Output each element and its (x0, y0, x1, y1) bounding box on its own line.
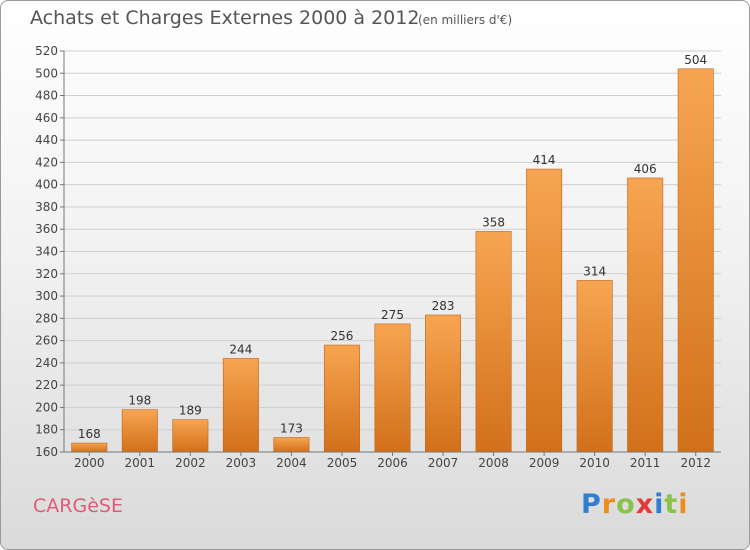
bar-2009 (526, 168, 563, 453)
bar-2008 (475, 231, 512, 453)
bar-value-label: 275 (381, 308, 404, 322)
bar-value-label: 198 (128, 394, 151, 408)
bar-value-label: 189 (179, 404, 202, 418)
bar-2000 (71, 442, 108, 453)
y-tick-label: 480 (35, 89, 58, 103)
x-tick-label: 2000 (74, 456, 105, 470)
x-tick-label: 2003 (226, 456, 257, 470)
y-tick-label: 160 (35, 445, 58, 459)
x-tick-label: 2002 (175, 456, 206, 470)
y-tick-label: 260 (35, 334, 58, 348)
bar-value-label: 314 (583, 264, 606, 278)
x-tick-label: 2008 (478, 456, 509, 470)
y-tick-label: 420 (35, 155, 58, 169)
y-tick-label: 380 (35, 200, 58, 214)
bars-group: 168 198 189 244 173 256 275 283 358 414 314 406 504 (71, 53, 714, 453)
y-tick-label: 520 (35, 44, 58, 58)
y-tick-label: 300 (35, 289, 58, 303)
x-tick-label: 2004 (276, 456, 307, 470)
bar-value-label: 168 (78, 427, 101, 441)
y-tick-label: 460 (35, 111, 58, 125)
bar-value-label: 256 (331, 329, 354, 343)
bar-value-label: 244 (229, 342, 252, 356)
bar-2001 (121, 409, 158, 453)
bar-2002 (172, 419, 209, 453)
chart-title: Achats et Charges Externes 2000 à 2012 (30, 7, 420, 29)
y-tick-label: 360 (35, 222, 58, 236)
bar-value-label: 414 (533, 153, 556, 167)
bar-value-label: 358 (482, 215, 505, 229)
logo-letter: r (601, 489, 617, 520)
bar-2007 (425, 314, 462, 453)
x-tick-label: 2010 (579, 456, 610, 470)
x-tick-label: 2007 (428, 456, 459, 470)
y-tick-label: 240 (35, 356, 58, 370)
logo-letter: x (635, 489, 655, 520)
bar-2012 (677, 68, 714, 453)
bar-2003 (222, 358, 259, 453)
y-tick-label: 220 (35, 378, 58, 392)
place-name: CARGèSE (33, 495, 123, 517)
logo-letter: i (678, 489, 689, 520)
logo-letter: t (664, 489, 679, 520)
bar-value-label: 173 (280, 422, 303, 436)
proxiti-logo: Proxiti (581, 489, 689, 520)
bar-2010 (576, 280, 613, 453)
x-tick-label: 2006 (377, 456, 408, 470)
x-tick-label: 2001 (125, 456, 156, 470)
logo-letter: P (581, 489, 602, 520)
logo-letter: i (654, 489, 665, 520)
bar-value-label: 406 (634, 162, 657, 176)
bar-2011 (627, 177, 664, 453)
y-tick-label: 440 (35, 133, 58, 147)
y-tick-label: 400 (35, 178, 58, 192)
logo-letter: o (616, 489, 636, 520)
y-tick-label: 180 (35, 423, 58, 437)
bar-2005 (323, 344, 360, 453)
y-tick-label: 320 (35, 267, 58, 281)
y-tick-label: 340 (35, 245, 58, 259)
x-tick-label: 2009 (529, 456, 560, 470)
axes-group: 160 180 200 220 240 260 280 300 320 340 360 380 400 4… (35, 44, 721, 470)
x-tick-label: 2011 (630, 456, 661, 470)
chart-subtitle: (en milliers d'€) (418, 13, 513, 27)
bar-2004 (273, 437, 310, 453)
y-tick-label: 200 (35, 400, 58, 414)
x-tick-label: 2005 (327, 456, 358, 470)
bar-value-label: 283 (432, 299, 455, 313)
x-tick-label: 2012 (680, 456, 711, 470)
bar-2006 (374, 323, 411, 453)
bar-value-label: 504 (684, 53, 707, 67)
y-tick-label: 500 (35, 66, 58, 80)
y-tick-label: 280 (35, 311, 58, 325)
